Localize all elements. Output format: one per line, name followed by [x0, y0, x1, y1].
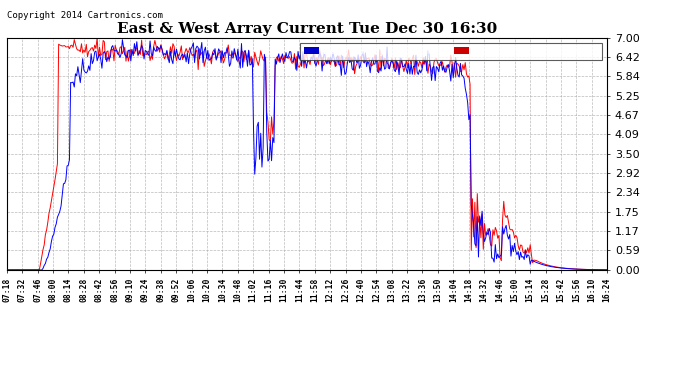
Title: East & West Array Current Tue Dec 30 16:30: East & West Array Current Tue Dec 30 16:… [117, 22, 497, 36]
Text: Copyright 2014 Cartronics.com: Copyright 2014 Cartronics.com [7, 11, 163, 20]
Legend: East Array (DC Amps), West Array (DC Amps): East Array (DC Amps), West Array (DC Amp… [300, 43, 602, 60]
